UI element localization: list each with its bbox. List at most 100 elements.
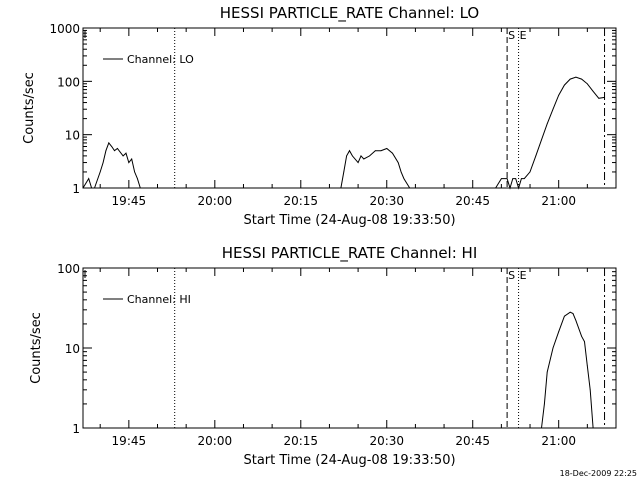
plot-2-xtick-label: 20:30 [369, 434, 404, 448]
plot-1-data-point [117, 148, 118, 149]
plot-1-data-point [374, 150, 376, 152]
plot-1-marker-label: S [508, 29, 515, 42]
plot-1-series-line [340, 147, 411, 189]
plot-1-marker-label: E [520, 29, 527, 42]
plot-2-xlabel: Start Time (24-Aug-08 19:33:50) [243, 453, 455, 468]
plot-1-data-point [564, 84, 565, 86]
plot-1-data-point [349, 150, 350, 152]
plot-1-series-line [495, 76, 605, 190]
plot-1-ytick-label: 10 [65, 129, 80, 143]
plot-2-marker-label: E [520, 269, 527, 282]
plot-1-data-point [403, 178, 405, 180]
plot-1-data-point [111, 146, 113, 147]
plot-2-xtick-label: 21:00 [541, 434, 576, 448]
plot-1-data-point [340, 187, 342, 189]
plot-1-legend-label: Channel: LO [127, 53, 194, 66]
plot-2: HESSI PARTICLE_RATE Channel: HI Start Tim… [29, 244, 617, 468]
plot-1-data-point [506, 178, 508, 180]
plot-1-data-point [369, 155, 370, 157]
plot-2-data-point [592, 427, 594, 429]
plot-1-data-point [88, 178, 90, 180]
plot-2-series-line [541, 311, 594, 429]
plot-1-data-point [128, 162, 130, 164]
plot-1-xlabel: Start Time (24-Aug-08 19:33:50) [243, 213, 455, 228]
plot-2-data-point [541, 427, 542, 429]
plot-1-data-point [535, 155, 537, 157]
plot-1-data-point [541, 139, 542, 141]
plot-2-legend-label: Channel: HI [127, 293, 191, 306]
plot-1-data-point [91, 187, 92, 189]
plot-1-data-point [501, 178, 502, 180]
plot-1-data-point [598, 97, 600, 99]
plot-1-data-point [558, 94, 560, 96]
plot-1-data-point [114, 150, 115, 152]
plot-1-data-point [108, 142, 110, 144]
plot-1-data-point [134, 171, 136, 173]
plot-1-data-point [139, 187, 141, 189]
plot-1-data-point [94, 187, 95, 189]
plot-1-data-point [346, 155, 347, 157]
plot-2-title: HESSI PARTICLE_RATE Channel: HI [222, 244, 478, 263]
footer-timestamp: 18-Dec-2009 22:25 [560, 469, 637, 478]
plot-1-data-point [380, 150, 382, 152]
plot-2-data-point [575, 320, 577, 321]
plot-1-data-point [529, 171, 531, 173]
plot-2-xtick-label: 20:15 [283, 434, 318, 448]
plot-1-data-point [400, 171, 402, 173]
plot-1-data-point [509, 187, 511, 189]
plot-1-data-point [586, 83, 588, 85]
plot-1-data-point [512, 178, 514, 180]
plot-2-ylabel: Counts/sec [29, 312, 44, 384]
plot-1-data-point [357, 162, 359, 164]
plot-1-data-point [99, 171, 101, 173]
plot-1-xtick-label: 20:15 [283, 194, 318, 208]
plot-1-data-point [604, 97, 605, 98]
plot-2-data-point [569, 311, 571, 313]
plot-1-data-point [581, 78, 582, 80]
plot-2-data-point [558, 331, 560, 333]
plot-1-ytick-label: 1 [72, 182, 80, 196]
plot-1-data-point [352, 155, 353, 157]
plot-1-data-point [131, 158, 133, 160]
plot-1-xtick-label: 20:30 [369, 194, 404, 208]
plot-1-data-point [518, 187, 519, 189]
plot-1-xtick-label: 19:45 [112, 194, 147, 208]
plot-1-data-point [137, 178, 138, 180]
plot-2-data-point [584, 341, 585, 343]
plot-1-data-point [546, 123, 548, 125]
plot-1-xtick-label: 21:00 [541, 194, 576, 208]
plot-1-frame [82, 27, 617, 189]
plot-1-data-point [360, 155, 362, 157]
plot-1-data-point [592, 90, 594, 92]
plot-1-data-point [495, 187, 496, 189]
plot-2-data-point [581, 335, 582, 337]
plot-1-data-point [575, 76, 577, 78]
plot-1-ytick-label: 100 [57, 75, 80, 89]
plot-1-data-point [392, 152, 393, 154]
plot-1-data-point [386, 148, 388, 149]
plot-2-data-point [589, 389, 591, 391]
plot-2-frame [82, 267, 617, 429]
plot-2-xtick-label: 20:00 [198, 434, 233, 448]
plot-2-data-point [552, 347, 554, 349]
plot-1-data-point [105, 150, 107, 152]
plot-2-data-point [586, 365, 588, 367]
plot-1-data-point [552, 108, 554, 110]
plot-1-ytick-label: 1000 [49, 22, 80, 36]
plot-1-title: HESSI PARTICLE_RATE Channel: LO [220, 4, 479, 23]
plot-2-marker-label: S [508, 269, 515, 282]
plot-2-data-point [564, 315, 565, 317]
plot-1-series-line [82, 141, 141, 189]
plot-1-xtick-label: 20:00 [198, 194, 233, 208]
plot-1-data-point [515, 178, 517, 180]
plot-1-data-point [409, 187, 411, 189]
plot-2-data-point [546, 371, 548, 373]
plot-1-xtick-label: 20:45 [455, 194, 490, 208]
plot-2-ytick-label: 1 [72, 422, 80, 436]
plot-2-ytick-label: 100 [57, 262, 80, 276]
plot-1-data-point [397, 162, 399, 164]
plot-2-data-point [544, 403, 545, 405]
plot-1-data-point [521, 178, 522, 180]
plot-1: HESSI PARTICLE_RATE Channel: LO Start Tim… [22, 4, 617, 228]
